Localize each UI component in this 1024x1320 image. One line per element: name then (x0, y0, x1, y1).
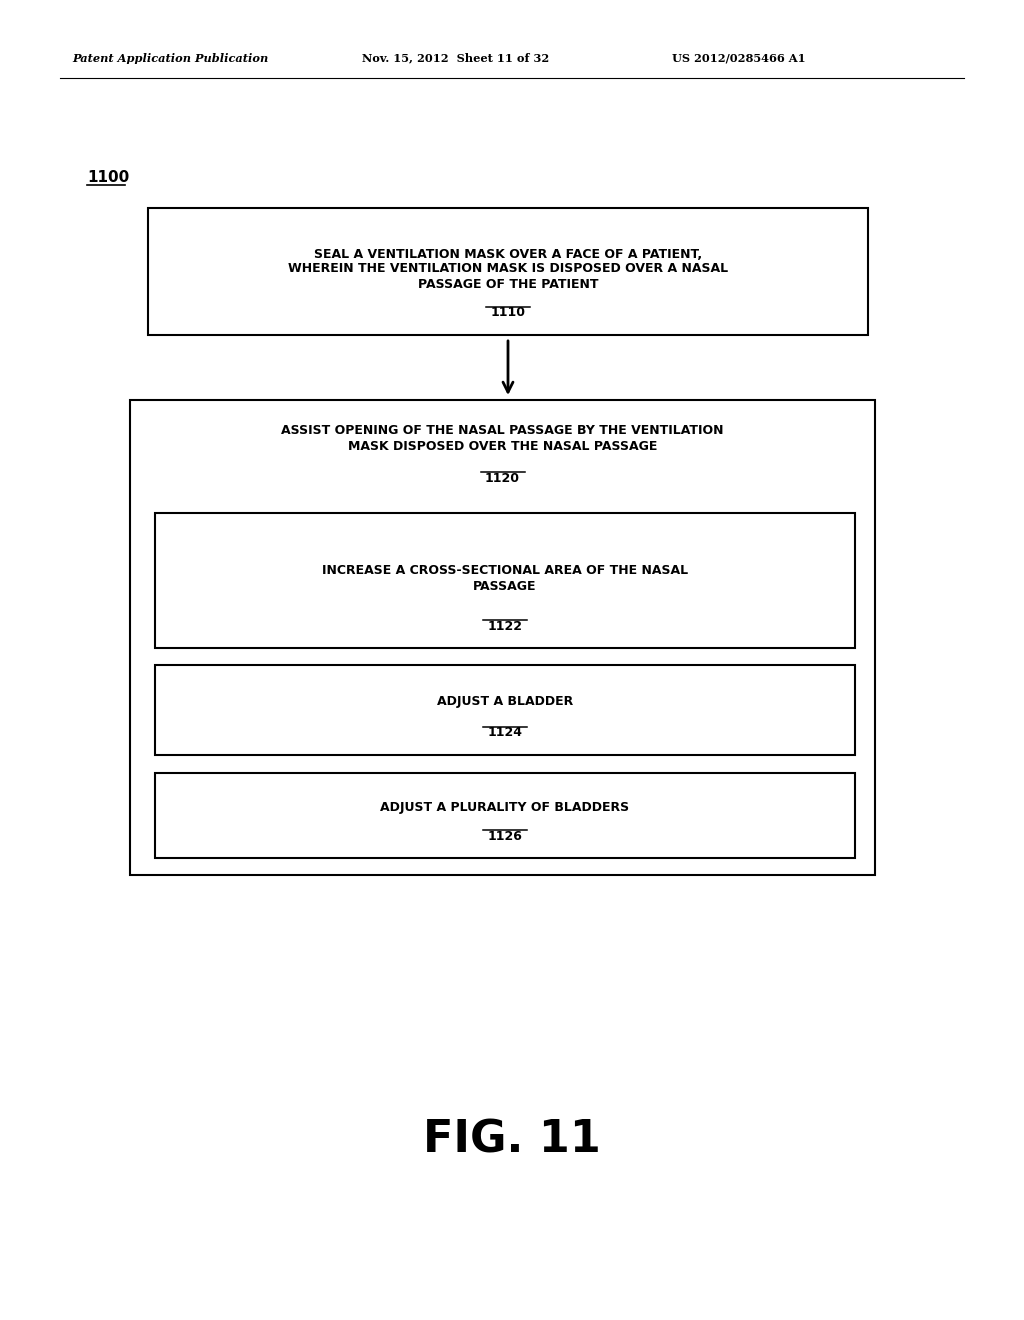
Text: PASSAGE OF THE PATIENT: PASSAGE OF THE PATIENT (418, 277, 598, 290)
Bar (155, 774, 855, 858)
Text: PASSAGE: PASSAGE (473, 579, 537, 593)
Bar (155, 513, 855, 648)
Text: Nov. 15, 2012  Sheet 11 of 32: Nov. 15, 2012 Sheet 11 of 32 (362, 53, 549, 63)
Text: 1124: 1124 (487, 726, 522, 739)
Text: ADJUST A PLURALITY OF BLADDERS: ADJUST A PLURALITY OF BLADDERS (381, 801, 630, 814)
Text: Patent Application Publication: Patent Application Publication (72, 53, 268, 63)
Text: ADJUST A BLADDER: ADJUST A BLADDER (437, 696, 573, 709)
Text: 1100: 1100 (87, 170, 129, 186)
Text: SEAL A VENTILATION MASK OVER A FACE OF A PATIENT,: SEAL A VENTILATION MASK OVER A FACE OF A… (314, 248, 702, 260)
Text: 1122: 1122 (487, 619, 522, 632)
Text: 1110: 1110 (490, 306, 525, 319)
Text: 1120: 1120 (485, 471, 520, 484)
Text: FIG. 11: FIG. 11 (423, 1118, 601, 1162)
Text: ASSIST OPENING OF THE NASAL PASSAGE BY THE VENTILATION: ASSIST OPENING OF THE NASAL PASSAGE BY T… (282, 424, 724, 437)
Text: 1126: 1126 (487, 829, 522, 842)
Bar (155, 665, 855, 755)
Text: INCREASE A CROSS-SECTIONAL AREA OF THE NASAL: INCREASE A CROSS-SECTIONAL AREA OF THE N… (322, 564, 688, 577)
Bar (148, 209, 868, 335)
Bar (130, 400, 874, 875)
Text: MASK DISPOSED OVER THE NASAL PASSAGE: MASK DISPOSED OVER THE NASAL PASSAGE (348, 440, 657, 453)
Text: US 2012/0285466 A1: US 2012/0285466 A1 (672, 53, 806, 63)
Text: WHEREIN THE VENTILATION MASK IS DISPOSED OVER A NASAL: WHEREIN THE VENTILATION MASK IS DISPOSED… (288, 263, 728, 276)
